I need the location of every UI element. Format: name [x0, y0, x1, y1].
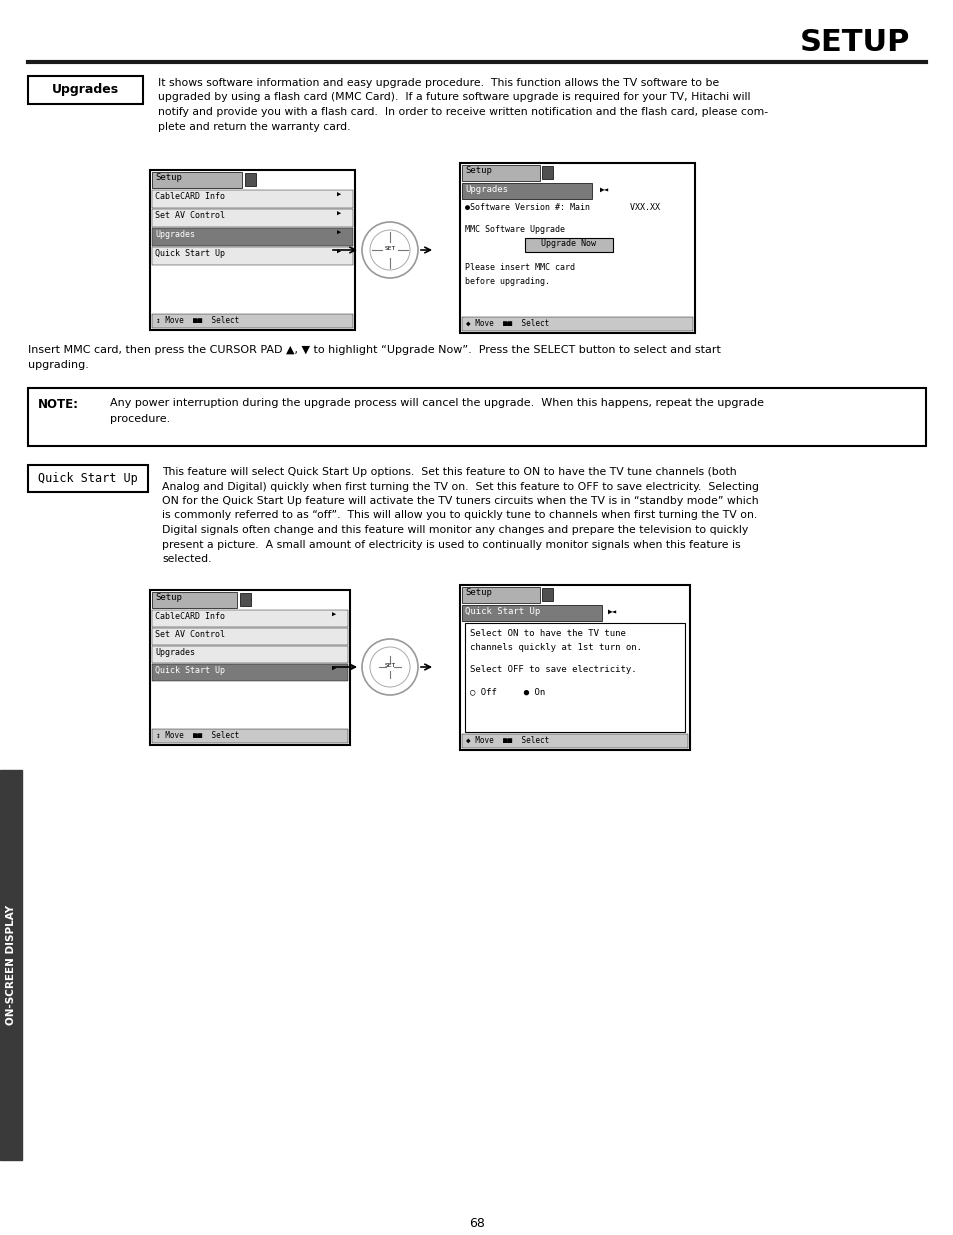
- Bar: [461, 183, 592, 199]
- Bar: [152, 610, 348, 627]
- Text: Digital signals often change and this feature will monitor any changes and prepa: Digital signals often change and this fe…: [162, 525, 747, 535]
- Bar: [152, 592, 236, 608]
- Text: Quick Start Up: Quick Start Up: [464, 606, 539, 616]
- Text: ◆ Move  ■■  Select: ◆ Move ■■ Select: [465, 736, 549, 745]
- Bar: [152, 247, 353, 266]
- Circle shape: [361, 638, 417, 695]
- Bar: [28, 388, 925, 446]
- Bar: [28, 77, 143, 104]
- Text: ◆ Move  ■■  Select: ◆ Move ■■ Select: [465, 319, 549, 329]
- Text: ▶: ▶: [336, 191, 341, 198]
- Text: CableCARD Info: CableCARD Info: [154, 191, 225, 201]
- Bar: [524, 238, 613, 252]
- Text: before upgrading.: before upgrading.: [464, 277, 550, 287]
- Bar: [152, 314, 353, 329]
- Text: Select OFF to save electricity.: Select OFF to save electricity.: [470, 664, 636, 674]
- Text: ▶◄: ▶◄: [607, 606, 617, 616]
- Text: MMC Software Upgrade: MMC Software Upgrade: [464, 225, 564, 233]
- Text: Setup: Setup: [154, 173, 182, 182]
- Text: Insert MMC card, then press the CURSOR PAD ▲, ▼ to highlight “Upgrade Now”.  Pre: Insert MMC card, then press the CURSOR P…: [28, 345, 720, 354]
- Text: ▶: ▶: [332, 613, 335, 618]
- Bar: [152, 664, 348, 680]
- Text: This feature will select Quick Start Up options.  Set this feature to ON to have: This feature will select Quick Start Up …: [162, 467, 736, 477]
- Text: ON for the Quick Start Up feature will activate the TV tuners circuits when the : ON for the Quick Start Up feature will a…: [162, 496, 758, 506]
- Bar: [459, 163, 695, 333]
- Text: ○ Off     ● On: ○ Off ● On: [470, 687, 545, 697]
- Text: ↕ Move  ■■  Select: ↕ Move ■■ Select: [156, 316, 239, 325]
- Bar: [459, 585, 689, 750]
- Circle shape: [361, 222, 417, 278]
- Text: upgraded by using a flash card (MMC Card).  If a future software upgrade is requ: upgraded by using a flash card (MMC Card…: [158, 93, 750, 103]
- Text: Quick Start Up: Quick Start Up: [154, 666, 225, 676]
- Text: ▶: ▶: [336, 230, 341, 236]
- Bar: [461, 605, 601, 621]
- Text: Please insert MMC card: Please insert MMC card: [464, 263, 575, 272]
- Bar: [150, 590, 350, 745]
- Text: Upgrades: Upgrades: [51, 84, 119, 96]
- Bar: [461, 587, 539, 603]
- Text: Upgrades: Upgrades: [154, 230, 194, 240]
- Bar: [464, 622, 684, 732]
- Text: Upgrades: Upgrades: [464, 185, 507, 194]
- Bar: [150, 170, 355, 330]
- Text: procedure.: procedure.: [110, 414, 170, 424]
- Text: ▶◄: ▶◄: [599, 185, 609, 194]
- Bar: [541, 165, 553, 179]
- Text: Upgrades: Upgrades: [154, 648, 194, 657]
- Circle shape: [370, 230, 410, 270]
- Text: CableCARD Info: CableCARD Info: [154, 613, 225, 621]
- Text: Set AV Control: Set AV Control: [154, 630, 225, 638]
- Text: 68: 68: [469, 1216, 484, 1230]
- Text: Setup: Setup: [464, 165, 492, 175]
- Text: Set AV Control: Set AV Control: [154, 211, 225, 220]
- Text: ↕ Move  ■■  Select: ↕ Move ■■ Select: [156, 731, 239, 740]
- Text: SETUP: SETUP: [799, 28, 909, 57]
- Bar: [152, 629, 348, 645]
- Bar: [245, 173, 255, 186]
- Text: ●Software Version #: Main        VXX.XX: ●Software Version #: Main VXX.XX: [464, 203, 659, 212]
- Text: ▶: ▶: [336, 211, 341, 217]
- Bar: [461, 317, 692, 331]
- Text: Upgrade Now: Upgrade Now: [541, 240, 596, 248]
- Text: NOTE:: NOTE:: [38, 398, 79, 411]
- Text: upgrading.: upgrading.: [28, 359, 89, 370]
- Text: Quick Start Up: Quick Start Up: [38, 472, 138, 485]
- Text: Any power interruption during the upgrade process will cancel the upgrade.  When: Any power interruption during the upgrad…: [110, 398, 763, 408]
- Bar: [461, 734, 687, 748]
- Text: It shows software information and easy upgrade procedure.  This function allows : It shows software information and easy u…: [158, 78, 719, 88]
- Bar: [152, 228, 353, 246]
- Text: SET: SET: [384, 246, 395, 251]
- Text: ON-SCREEN DISPLAY: ON-SCREEN DISPLAY: [6, 905, 16, 1025]
- Text: Quick Start Up: Quick Start Up: [154, 249, 225, 258]
- Text: selected.: selected.: [162, 555, 212, 564]
- Circle shape: [370, 647, 410, 687]
- Text: Setup: Setup: [154, 593, 182, 601]
- Text: ▶: ▶: [336, 249, 341, 254]
- Bar: [240, 593, 251, 606]
- Text: Select ON to have the TV tune: Select ON to have the TV tune: [470, 629, 625, 638]
- Text: Analog and Digital) quickly when first turning the TV on.  Set this feature to O: Analog and Digital) quickly when first t…: [162, 482, 759, 492]
- Text: notify and provide you with a flash card.  In order to receive written notificat: notify and provide you with a flash card…: [158, 107, 767, 117]
- Bar: [28, 466, 148, 492]
- Bar: [0, 769, 22, 1160]
- Text: channels quickly at 1st turn on.: channels quickly at 1st turn on.: [470, 643, 641, 652]
- Bar: [152, 209, 353, 227]
- Text: present a picture.  A small amount of electricity is used to continually monitor: present a picture. A small amount of ele…: [162, 540, 740, 550]
- Bar: [152, 172, 242, 188]
- Bar: [152, 729, 348, 743]
- Text: plete and return the warranty card.: plete and return the warranty card.: [158, 121, 350, 131]
- Bar: [461, 165, 539, 182]
- Bar: [541, 588, 553, 601]
- Text: Setup: Setup: [464, 588, 492, 597]
- Bar: [152, 190, 353, 207]
- Text: is commonly referred to as “off”.  This will allow you to quickly tune to channe: is commonly referred to as “off”. This w…: [162, 510, 757, 520]
- Text: SET: SET: [384, 663, 395, 668]
- Text: ▶: ▶: [332, 666, 335, 672]
- Bar: [152, 646, 348, 663]
